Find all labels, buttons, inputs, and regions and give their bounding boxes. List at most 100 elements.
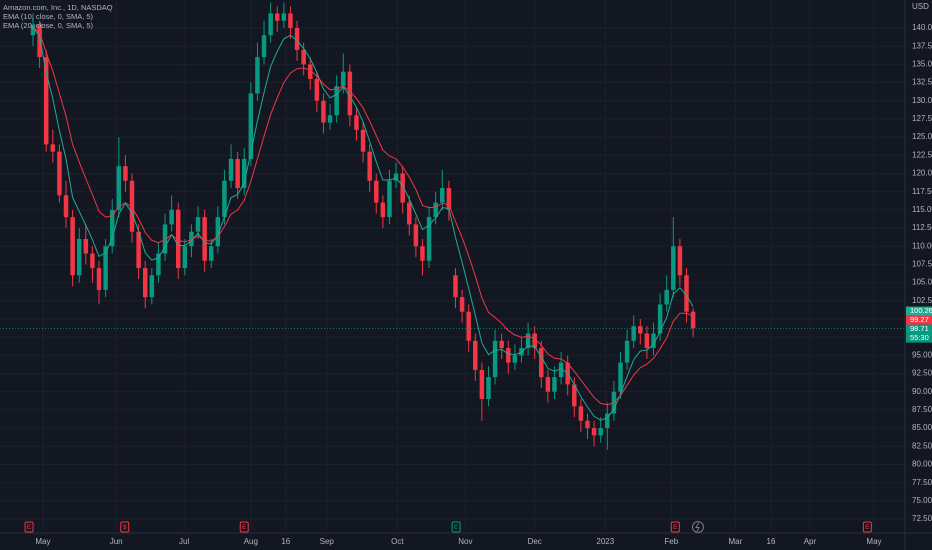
y-tick-label: 77.50 [912,478,932,487]
candle-body [96,268,102,290]
price-label: 99.27 [910,315,929,324]
candle-body [545,377,551,392]
y-tick-label: 120.00 [912,169,932,178]
y-tick-label: 95.00 [912,350,932,359]
event-marker [24,521,34,533]
candle-body [453,275,458,298]
candle-body [671,246,676,290]
candle-body [446,188,452,210]
candle-body [387,180,392,218]
candle-body [268,13,273,36]
candle-body [644,333,650,349]
candle-body [407,202,412,225]
price-label-bg [906,315,932,325]
legend-entry: EMA (20, close, 0, SMA, 5) [3,21,94,30]
countdown-label: 55:30 [910,333,929,342]
candle-body [301,49,306,65]
candle-body [400,173,405,203]
unit-label: USD [912,2,929,11]
candle-body [241,158,247,189]
x-tick-label: May [35,537,50,546]
legend-entry: EMA (10, close, 0, SMA, 5) [3,12,94,21]
candle-body [433,202,438,218]
candle-body [308,64,313,79]
candle-body [169,209,174,225]
candle-body [519,348,524,356]
candle-body [228,158,234,181]
y-tick-label: 72.50 [912,514,932,523]
candle-body [255,57,260,94]
y-tick-label: 135.00 [912,59,932,68]
event-label: $ [123,524,127,531]
candle-body [30,24,36,36]
candle-body [156,253,161,276]
event-marker [239,521,249,533]
candle-body [486,377,491,399]
candle-body [274,13,280,21]
candle-body [492,340,498,378]
candle-body [354,115,359,130]
candle-body [222,180,227,218]
candle-body [651,333,656,349]
candle-body [466,311,471,341]
candle-body [83,238,89,254]
y-tick-label: 115.00 [912,205,932,214]
candle-body [393,173,399,181]
x-tick-label: Dec [528,537,542,546]
y-tick-label: 117.50 [912,187,932,196]
x-tick-label: Nov [458,537,472,546]
y-tick-label: 130.00 [912,96,932,105]
event-label: E [673,524,678,531]
candle-body [50,144,56,152]
candle-body [512,355,518,363]
x-tick-label: Jun [110,537,123,546]
candle-body [532,333,537,349]
candle-body [347,71,353,116]
candle-body [618,362,623,392]
replay-icon[interactable] [692,521,704,533]
candle-body [43,57,49,145]
candle-body [684,275,689,312]
event-marker [451,521,461,533]
candle-body [123,166,128,181]
candle-body [136,231,141,269]
candle-body [182,246,188,269]
y-tick-label: 105.00 [912,278,932,287]
y-tick-label: 110.00 [912,241,932,250]
candle-body [420,246,425,261]
candle-body [314,78,320,101]
candle-body [426,217,432,261]
y-tick-label: 132.50 [912,78,932,87]
y-tick-label: 90.00 [912,387,932,396]
y-tick-label: 122.50 [912,150,932,159]
candle-body [63,195,69,218]
price-label-bg [906,306,932,316]
candle-body [479,369,485,399]
price-label: 100.26 [910,306,932,315]
candle-body [638,326,643,334]
candle-body [248,93,254,159]
candle-body [341,71,346,87]
y-tick-label: 140.00 [912,23,932,32]
x-tick-label: May [866,537,881,546]
candle-body [413,224,419,247]
candle-body [677,246,683,276]
candle-body [76,238,82,276]
candle-body [624,340,630,363]
candle-body [334,86,339,116]
event-marker [670,521,680,533]
candle-body [57,151,62,196]
candle-body [539,348,544,378]
y-tick-label: 125.00 [912,132,932,141]
candle-body [189,231,194,247]
candle-body [578,406,584,421]
candle-body [116,166,122,210]
candle-body [552,377,557,392]
x-tick-label: Sep [320,537,335,546]
countdown-bg [906,333,932,343]
candle-body [598,428,603,436]
candle-body [103,246,108,290]
candle-body [321,100,326,123]
candle-body [585,420,590,429]
